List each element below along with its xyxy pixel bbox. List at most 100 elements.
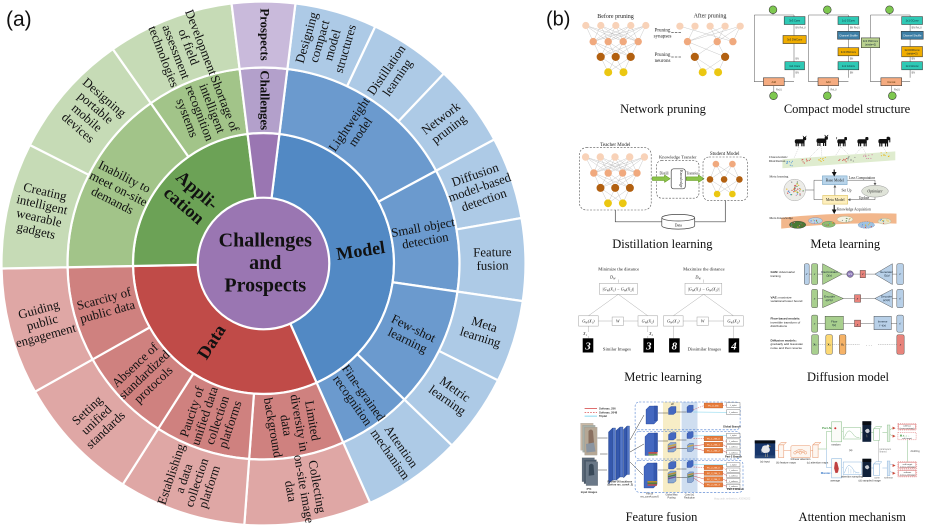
- svg-text:D(x): D(x): [826, 274, 831, 278]
- svg-text:3x3 DWConv: 3x3 DWConv: [841, 50, 857, 54]
- svg-text:3x3 DWConv: 3x3 DWConv: [904, 48, 920, 52]
- svg-text:input images: input images: [581, 490, 598, 494]
- svg-text:(a) input: (a) input: [760, 459, 770, 463]
- svg-text:z: z: [861, 272, 864, 276]
- svg-text:X₂: X₂: [648, 331, 654, 336]
- svg-text:BN: BN: [850, 58, 854, 61]
- svg-text:softmax: softmax: [884, 476, 894, 479]
- svg-text:Channel Shuffle: Channel Shuffle: [839, 33, 858, 37]
- svg-text:Diffusion models:: Diffusion models:: [771, 338, 797, 342]
- svg-text:Encoder: Encoder: [824, 295, 835, 299]
- svg-text:softmax: softmax: [903, 425, 912, 428]
- svg-text:f⁻¹(z): f⁻¹(z): [879, 323, 886, 327]
- svg-text:Discriminator: Discriminator: [821, 270, 838, 274]
- svg-text:distributions: distributions: [771, 324, 788, 328]
- svg-text:Loss Computation: Loss Computation: [849, 176, 876, 180]
- svg-text:average: average: [830, 478, 840, 482]
- svg-text:Maximize the distance: Maximize the distance: [683, 266, 725, 271]
- svg-text:random: random: [831, 442, 841, 446]
- svg-text:Distribution: Distribution: [769, 159, 786, 163]
- svg-text:(cross-entropy): (cross-entropy): [900, 465, 915, 468]
- svg-text:X₂: X₂: [841, 343, 845, 347]
- svg-text:Pruning: Pruning: [655, 29, 671, 34]
- svg-text:L_softmax: L_softmax: [729, 411, 738, 414]
- svg-text:Limiteddiversity indatabackgro: Limiteddiversity indatabackground: [261, 390, 325, 459]
- svg-text:. . .: . . .: [866, 342, 872, 347]
- svg-text:BN ReLU: BN ReLU: [912, 27, 922, 30]
- svg-text:ReLU: ReLU: [831, 88, 837, 91]
- svg-text:(a): (a): [6, 8, 32, 31]
- svg-text:L_softmax: L_softmax: [729, 440, 738, 443]
- svg-text:conv: conv: [874, 476, 880, 479]
- svg-text:variational lower bound: variational lower bound: [771, 299, 803, 303]
- svg-text:synapses: synapses: [654, 35, 672, 40]
- svg-text:(d) sampled image: (d) sampled image: [858, 479, 881, 483]
- svg-text:1x1 GConv: 1x1 GConv: [842, 19, 856, 23]
- svg-text:Flow-based models:: Flow-based models:: [771, 317, 801, 321]
- svg-text:(c) attention maps: (c) attention maps: [807, 460, 829, 464]
- svg-text:After pruning: After pruning: [694, 13, 727, 20]
- svg-text:FC_2_256_1: FC_2_256_1: [707, 473, 720, 475]
- svg-text:neurons: neurons: [655, 59, 671, 64]
- svg-text:Global Branch: Global Branch: [723, 425, 741, 429]
- svg-text:softmax: softmax: [904, 471, 913, 474]
- svg-text:0/1: 0/1: [848, 272, 852, 276]
- svg-text:Establishinga datacollectionpl: Establishinga datacollectionplatform: [155, 441, 227, 519]
- svg-text:FC_1_256_2: FC_1_256_2: [707, 451, 720, 453]
- svg-text:Add: Add: [771, 80, 776, 84]
- svg-text:attention sampling: attention sampling: [841, 474, 863, 478]
- svg-text:GAN: Adversarial: GAN: Adversarial: [771, 270, 795, 274]
- svg-text:(stride=2): (stride=2): [865, 42, 876, 46]
- svg-text:(cross-entropy): (cross-entropy): [900, 427, 915, 430]
- svg-text:q(z|x): q(z|x): [826, 298, 833, 302]
- svg-text:z: z: [899, 343, 902, 347]
- svg-text:Decoder: Decoder: [881, 295, 892, 299]
- svg-text:BN ReLU: BN ReLU: [796, 27, 806, 30]
- svg-text:X₁: X₁: [828, 343, 832, 347]
- svg-text:z€: z€: [670, 402, 674, 406]
- svg-text:Feature fusion: Feature fusion: [626, 510, 699, 524]
- svg-text:FC_2_256_2: FC_2_256_2: [707, 479, 720, 481]
- svg-text:Dissimilar Images: Dissimilar Images: [688, 346, 722, 351]
- svg-text:training: training: [771, 274, 781, 278]
- svg-text:Before pruning: Before pruning: [597, 13, 634, 20]
- svg-text:Similar Images: Similar Images: [603, 346, 631, 351]
- svg-text:Featurefusion: Featurefusion: [473, 245, 512, 273]
- svg-text:Paucity ofunified datacollecti: Paucity ofunified datacollectionplatform…: [176, 380, 247, 455]
- svg-text:parameters: parameters: [880, 448, 892, 451]
- svg-text:L_triplet: L_triplet: [730, 404, 737, 407]
- svg-text:Softmax_2048: Softmax_2048: [599, 410, 618, 414]
- svg-text:BN ReLU: BN ReLU: [850, 27, 860, 30]
- svg-text:GW(X₁): GW(X₁): [667, 319, 680, 325]
- svg-text:Distillation learning: Distillation learning: [612, 237, 713, 251]
- svg-text:Triplet: Triplet: [599, 414, 607, 418]
- svg-text:|GW(X₁) − GW(X₂)|: |GW(X₁) − GW(X₂)|: [602, 287, 634, 293]
- svg-text:D​W: D​W: [609, 274, 616, 280]
- svg-text:p(x|z): p(x|z): [882, 298, 890, 302]
- svg-text:BN: BN: [912, 58, 916, 61]
- svg-text:z: z: [856, 297, 859, 301]
- svg-text:Conv1x1: Conv1x1: [685, 494, 695, 497]
- svg-text:1x1 GConv: 1x1 GConv: [842, 64, 856, 68]
- svg-text:Flow: Flow: [831, 320, 838, 324]
- svg-text:Part-2 Branch: Part-2 Branch: [725, 454, 742, 458]
- svg-text:res_conv4₂conv5: res_conv4₂conv5: [640, 495, 659, 498]
- svg-text:3x3 Conv: 3x3 Conv: [789, 19, 801, 23]
- svg-text:blog.csdn.net/weixin_42096202: blog.csdn.net/weixin_42096202: [714, 497, 751, 501]
- svg-text:x': x': [898, 322, 901, 326]
- svg-text:FC_2_256_3: FC_2_256_3: [707, 485, 720, 487]
- svg-text:8: 8: [672, 340, 678, 352]
- svg-text:Knowledge Acquisition: Knowledge Acquisition: [837, 207, 871, 211]
- svg-text:3x3 DWConv: 3x3 DWConv: [863, 39, 879, 43]
- svg-text:FC_2_256_0: FC_2_256_0: [707, 467, 720, 469]
- svg-text:Meta Model: Meta Model: [826, 198, 845, 202]
- svg-text:ReLU: ReLU: [894, 88, 900, 91]
- svg-text:X₁: X₁: [582, 331, 588, 336]
- svg-text:Minimize the distance: Minimize the distance: [598, 266, 639, 271]
- svg-text:1x1 GConv: 1x1 GConv: [906, 64, 920, 68]
- svg-text:distilling: distilling: [911, 449, 921, 453]
- svg-text:Pruning: Pruning: [655, 53, 671, 58]
- svg-text:VAE: maximize: VAE: maximize: [771, 295, 792, 299]
- svg-text:x': x': [898, 272, 901, 276]
- svg-text:Update: Update: [859, 196, 870, 200]
